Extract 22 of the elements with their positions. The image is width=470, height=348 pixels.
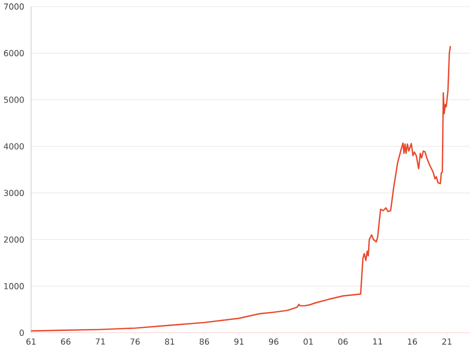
x-tick-label: 96: [268, 338, 278, 345]
y-tick-label: 6000: [4, 50, 24, 56]
line-series: [30, 45, 452, 332]
x-tick-label: 16: [408, 338, 417, 345]
x-tick-label: 61: [26, 338, 36, 345]
y-tick-label: 1000: [4, 283, 24, 290]
y-tick-label: 5000: [4, 96, 24, 103]
x-tick-label: 71: [96, 338, 105, 344]
y-tick-label: 4000: [4, 143, 24, 150]
x-tick-label: 01: [304, 338, 313, 345]
x-tick-label: 66: [61, 338, 70, 345]
x-tick-label: 11: [373, 338, 382, 344]
x-tick-label: 76: [130, 338, 140, 345]
y-tick-label: 0: [20, 330, 24, 336]
x-tick-label: 21: [442, 338, 452, 345]
x-tick-label: 86: [200, 338, 210, 345]
y-tick-label: 7000: [4, 3, 24, 10]
y-tick-label: 2000: [4, 236, 24, 243]
x-tick-label: 81: [165, 338, 174, 345]
x-tick-label: 91: [234, 338, 244, 345]
x-tick-label: 06: [338, 338, 348, 345]
y-tick-label: 3000: [4, 190, 24, 196]
